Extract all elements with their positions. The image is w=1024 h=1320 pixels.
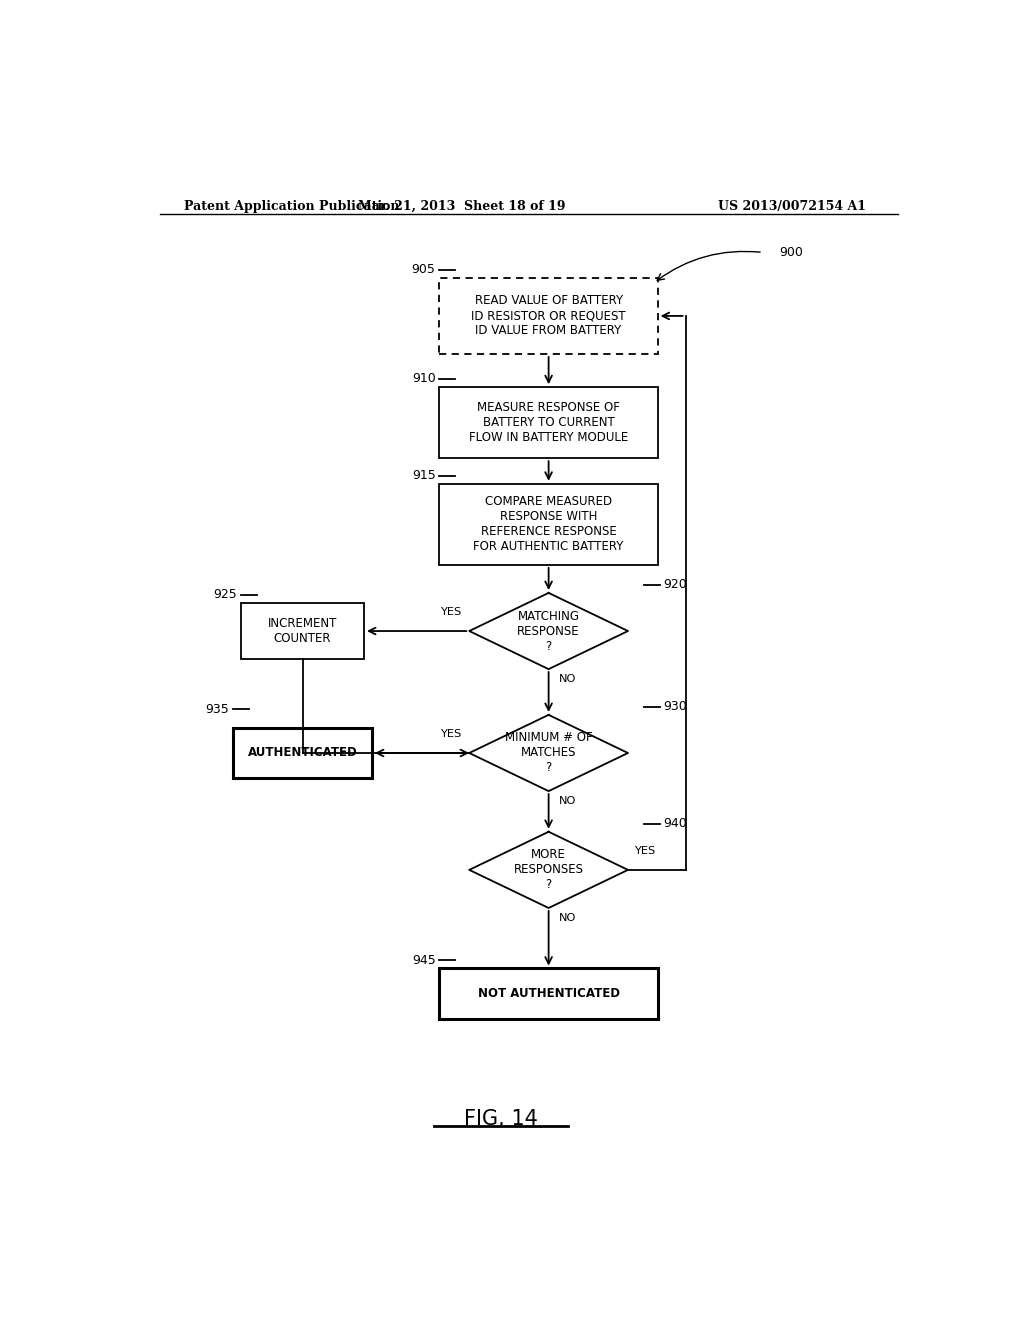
- Text: NO: NO: [559, 796, 577, 807]
- Text: MATCHING
RESPONSE
?: MATCHING RESPONSE ?: [517, 610, 580, 652]
- Bar: [439, 483, 657, 565]
- Text: 920: 920: [664, 578, 687, 591]
- Text: READ VALUE OF BATTERY
ID RESISTOR OR REQUEST
ID VALUE FROM BATTERY: READ VALUE OF BATTERY ID RESISTOR OR REQ…: [471, 294, 626, 338]
- Text: NO: NO: [559, 675, 577, 684]
- Text: 905: 905: [412, 263, 435, 276]
- Text: 945: 945: [412, 954, 435, 966]
- Bar: [439, 969, 657, 1019]
- Text: 935: 935: [206, 702, 229, 715]
- Bar: [241, 603, 365, 659]
- Text: INCREMENT
COUNTER: INCREMENT COUNTER: [268, 616, 337, 645]
- Text: 915: 915: [412, 469, 435, 482]
- Text: MEASURE RESPONSE OF
BATTERY TO CURRENT
FLOW IN BATTERY MODULE: MEASURE RESPONSE OF BATTERY TO CURRENT F…: [469, 401, 629, 444]
- Text: MORE
RESPONSES
?: MORE RESPONSES ?: [514, 849, 584, 891]
- Text: COMPARE MEASURED
RESPONSE WITH
REFERENCE RESPONSE
FOR AUTHENTIC BATTERY: COMPARE MEASURED RESPONSE WITH REFERENCE…: [473, 495, 624, 553]
- Text: 930: 930: [664, 700, 687, 713]
- Text: 940: 940: [664, 817, 687, 830]
- Text: YES: YES: [440, 729, 462, 739]
- Text: Patent Application Publication: Patent Application Publication: [183, 199, 399, 213]
- Bar: [233, 727, 372, 779]
- Text: NOT AUTHENTICATED: NOT AUTHENTICATED: [477, 987, 620, 1001]
- Text: YES: YES: [634, 846, 655, 855]
- Text: 910: 910: [412, 372, 435, 385]
- Bar: [439, 387, 657, 458]
- Text: MINIMUM # OF
MATCHES
?: MINIMUM # OF MATCHES ?: [505, 731, 593, 775]
- Text: NO: NO: [559, 913, 577, 923]
- Text: YES: YES: [440, 607, 462, 616]
- Text: FIG. 14: FIG. 14: [464, 1109, 538, 1129]
- Text: US 2013/0072154 A1: US 2013/0072154 A1: [718, 199, 866, 213]
- Text: 900: 900: [778, 246, 803, 259]
- Bar: [439, 277, 657, 354]
- Text: Mar. 21, 2013  Sheet 18 of 19: Mar. 21, 2013 Sheet 18 of 19: [357, 199, 565, 213]
- Text: AUTHENTICATED: AUTHENTICATED: [248, 747, 357, 759]
- Text: 925: 925: [213, 589, 238, 602]
